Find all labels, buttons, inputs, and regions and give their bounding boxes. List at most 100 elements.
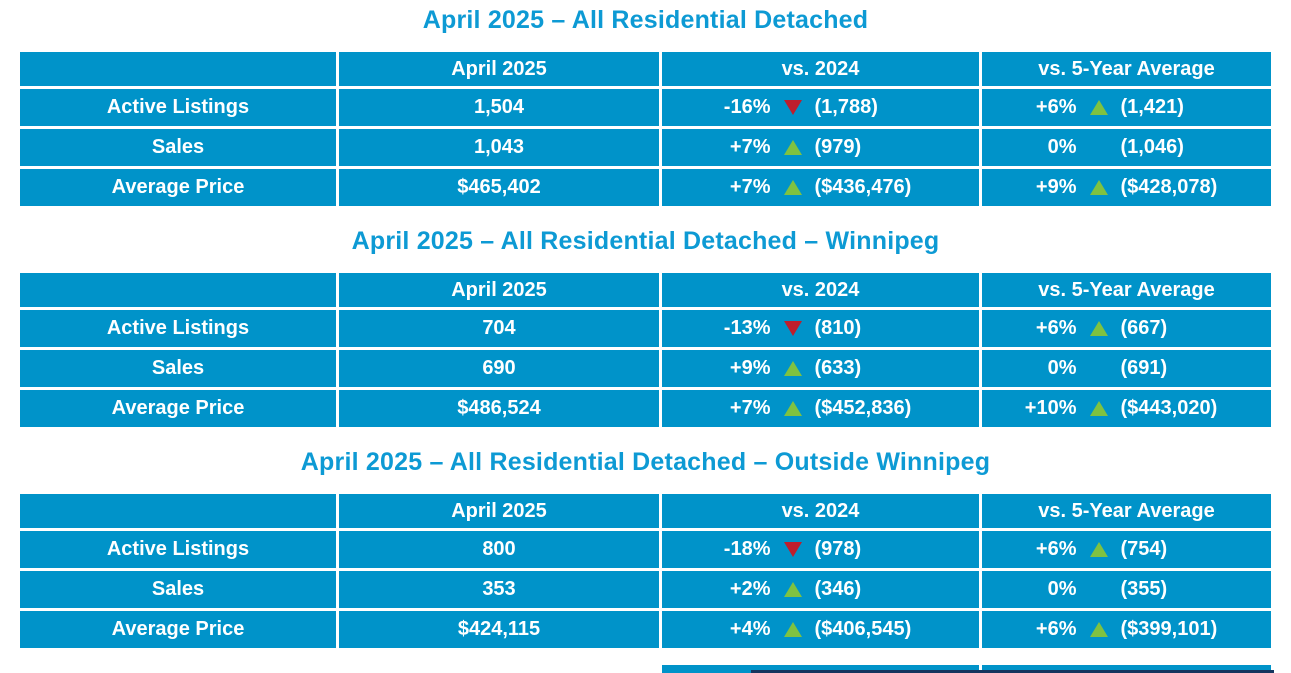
comparison-value: (978) xyxy=(814,538,862,560)
percent-change: +2% xyxy=(729,578,771,600)
vs-5yr-cell: +9% ($428,078) xyxy=(982,169,1271,206)
current-value: $486,524 xyxy=(339,390,659,427)
percent-change: +9% xyxy=(729,357,771,379)
vs-2024-cell: +4% ($406,545) xyxy=(662,611,979,648)
vs-2024-cell: +7% (979) xyxy=(662,129,979,166)
stats-table-outside-winnipeg: April 2025 vs. 2024 vs. 5-Year Average A… xyxy=(17,491,1274,651)
table-row-average-price: Average Price $486,524 +7% ($452,836) +1… xyxy=(20,390,1271,427)
percent-change: -18% xyxy=(723,538,771,560)
percent-change: +4% xyxy=(729,618,771,640)
column-header-vs-5-year-average: vs. 5-Year Average xyxy=(982,494,1271,528)
comparison-value: (810) xyxy=(814,317,862,339)
trend-triangle-icon xyxy=(783,582,802,597)
comparison-value: (355) xyxy=(1120,578,1168,600)
row-label: Average Price xyxy=(20,169,336,206)
column-header-april-2025: April 2025 xyxy=(339,273,659,307)
comparison-value: ($406,545) xyxy=(814,618,912,640)
comparison-value: ($428,078) xyxy=(1120,176,1218,198)
comparison-value: ($436,476) xyxy=(814,176,912,198)
percent-change: 0% xyxy=(1047,136,1077,158)
vs-2024-cell: +7% ($436,476) xyxy=(662,169,979,206)
table-row-active-listings: Active Listings 704 -13% (810) +6% (667) xyxy=(20,310,1271,347)
column-header-april-2025: April 2025 xyxy=(339,52,659,86)
comparison-value: (691) xyxy=(1120,357,1168,379)
row-label: Sales xyxy=(20,129,336,166)
comparison-value: ($452,836) xyxy=(814,397,912,419)
percent-change: +10% xyxy=(1024,397,1077,419)
comparison-value: (754) xyxy=(1120,538,1168,560)
comparison-value: (1,788) xyxy=(814,96,878,118)
column-header-blank xyxy=(20,52,336,86)
trend-triangle-icon xyxy=(783,361,802,376)
percent-change: +6% xyxy=(1035,538,1077,560)
header-row: April 2025 vs. 2024 vs. 5-Year Average xyxy=(20,273,1271,307)
table-row-sales: Sales 353 +2% (346) 0% (355) xyxy=(20,571,1271,608)
current-value: 353 xyxy=(339,571,659,608)
vs-2024-cell: -18% (978) xyxy=(662,531,979,568)
row-label: Active Listings xyxy=(20,531,336,568)
comparison-value: ($443,020) xyxy=(1120,397,1218,419)
current-value: 704 xyxy=(339,310,659,347)
percent-change: +7% xyxy=(729,176,771,198)
column-header-vs-2024: vs. 2024 xyxy=(662,273,979,307)
vs-5yr-cell: +6% (754) xyxy=(982,531,1271,568)
market-report: April 2025 – All Residential Detached Ap… xyxy=(0,5,1291,673)
percent-change: -16% xyxy=(723,96,771,118)
vs-5yr-cell: 0% (355) xyxy=(982,571,1271,608)
current-value: $465,402 xyxy=(339,169,659,206)
row-label: Active Listings xyxy=(20,310,336,347)
vs-5yr-cell: +6% (667) xyxy=(982,310,1271,347)
row-label: Average Price xyxy=(20,390,336,427)
percent-change: +6% xyxy=(1035,317,1077,339)
row-label: Active Listings xyxy=(20,89,336,126)
percent-change: +6% xyxy=(1035,618,1077,640)
column-header-vs-2024: vs. 2024 xyxy=(662,494,979,528)
trend-triangle-icon xyxy=(783,140,802,155)
trend-triangle-icon xyxy=(1089,180,1108,195)
percent-change: +6% xyxy=(1035,96,1077,118)
vs-5yr-cell: +10% ($443,020) xyxy=(982,390,1271,427)
column-header-april-2025: April 2025 xyxy=(339,494,659,528)
trend-triangle-icon xyxy=(1089,321,1108,336)
trend-triangle-icon xyxy=(783,180,802,195)
section-title-winnipeg: April 2025 – All Residential Detached – … xyxy=(351,227,940,255)
comparison-value: (1,046) xyxy=(1120,136,1184,158)
current-value: 1,504 xyxy=(339,89,659,126)
comparison-value: (667) xyxy=(1120,317,1168,339)
trend-triangle-icon xyxy=(783,542,802,557)
vs-5yr-cell: +6% ($399,101) xyxy=(982,611,1271,648)
trend-triangle-icon xyxy=(783,321,802,336)
table-row-active-listings: Active Listings 800 -18% (978) +6% (754) xyxy=(20,531,1271,568)
column-header-vs-2024: vs. 2024 xyxy=(662,52,979,86)
section-title-all: April 2025 – All Residential Detached xyxy=(422,6,869,34)
trend-triangle-icon xyxy=(1089,542,1108,557)
column-header-vs-5-year-average: vs. 5-Year Average xyxy=(982,52,1271,86)
section-title-outside-winnipeg: April 2025 – All Residential Detached – … xyxy=(300,448,991,476)
percent-change: +7% xyxy=(729,136,771,158)
vs-2024-cell: +2% (346) xyxy=(662,571,979,608)
table-row-average-price: Average Price $424,115 +4% ($406,545) +6… xyxy=(20,611,1271,648)
row-label: Sales xyxy=(20,350,336,387)
trend-triangle-icon xyxy=(783,401,802,416)
comparison-value: (979) xyxy=(814,136,862,158)
table-row-average-price: Average Price $465,402 +7% ($436,476) +9… xyxy=(20,169,1271,206)
stats-table-all: April 2025 vs. 2024 vs. 5-Year Average A… xyxy=(17,49,1274,209)
header-row: April 2025 vs. 2024 vs. 5-Year Average xyxy=(20,52,1271,86)
header-row: April 2025 vs. 2024 vs. 5-Year Average xyxy=(20,494,1271,528)
percent-change: -13% xyxy=(723,317,771,339)
percent-change: 0% xyxy=(1047,578,1077,600)
column-header-blank xyxy=(20,273,336,307)
percent-change: +9% xyxy=(1035,176,1077,198)
trend-triangle-icon xyxy=(1089,100,1108,115)
trend-triangle-icon xyxy=(783,100,802,115)
trend-triangle-icon xyxy=(1089,401,1108,416)
percent-change: +7% xyxy=(729,397,771,419)
percent-change: 0% xyxy=(1047,357,1077,379)
vs-2024-cell: +9% (633) xyxy=(662,350,979,387)
comparison-value: (346) xyxy=(814,578,862,600)
current-value: 1,043 xyxy=(339,129,659,166)
current-value: $424,115 xyxy=(339,611,659,648)
trend-triangle-icon xyxy=(1089,622,1108,637)
row-label: Sales xyxy=(20,571,336,608)
comparison-value: (1,421) xyxy=(1120,96,1184,118)
